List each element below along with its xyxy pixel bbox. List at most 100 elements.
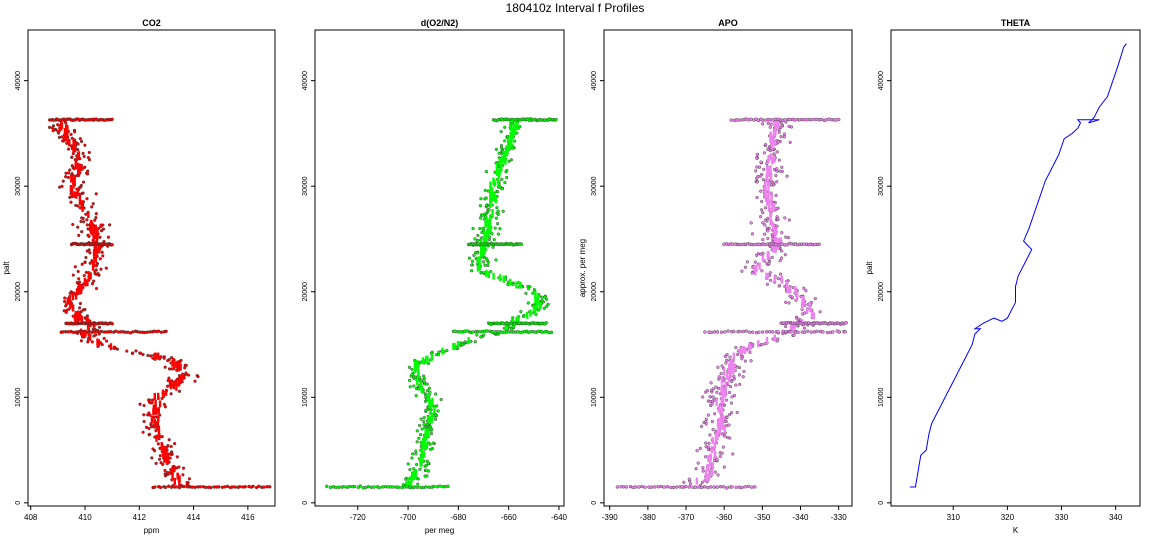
band-point — [739, 242, 743, 247]
x-tick-label: -360 — [716, 513, 733, 522]
band-point — [746, 118, 750, 122]
data-point — [515, 131, 519, 135]
data-point — [141, 352, 145, 357]
data-point-cluster — [780, 276, 783, 284]
data-point-cluster — [413, 366, 417, 374]
data-point — [759, 189, 763, 193]
data-point — [476, 238, 480, 243]
y-tick-label: 40000 — [15, 71, 22, 91]
data-point — [478, 227, 482, 231]
data-point-cluster — [150, 415, 154, 423]
data-point — [68, 291, 72, 295]
data-point-cluster — [513, 124, 517, 132]
data-point-cluster — [420, 386, 424, 394]
data-point — [496, 190, 500, 194]
band-point — [731, 242, 735, 246]
data-point — [99, 229, 104, 233]
band-point — [674, 485, 679, 489]
data-point — [158, 457, 162, 461]
data-point-cluster — [96, 233, 99, 240]
data-point — [427, 386, 431, 390]
data-point — [776, 140, 780, 144]
data-point — [166, 359, 170, 363]
data-point-cluster — [70, 175, 73, 183]
data-point — [719, 372, 723, 376]
x-tick-label: -370 — [678, 513, 695, 522]
data-point — [422, 423, 426, 427]
data-point — [83, 165, 87, 169]
data-point — [98, 257, 102, 261]
data-point — [175, 466, 179, 470]
y-tick-label: 30000 — [302, 176, 309, 196]
band-point — [761, 118, 765, 122]
data-point-cluster — [94, 232, 97, 240]
data-point — [783, 216, 787, 220]
y-tick-label: 30000 — [591, 176, 598, 196]
data-point-cluster — [512, 124, 515, 132]
data-point — [483, 263, 487, 267]
data-point-cluster — [718, 417, 721, 425]
data-point — [484, 170, 488, 174]
data-point-cluster — [489, 197, 492, 205]
data-point — [422, 416, 426, 420]
data-point-cluster — [162, 450, 165, 457]
data-point — [99, 224, 103, 229]
data-point — [68, 168, 72, 172]
data-point — [505, 168, 509, 173]
data-point-cluster — [509, 131, 512, 139]
data-point — [434, 413, 438, 417]
data-point — [785, 174, 789, 178]
data-point — [766, 147, 770, 151]
data-point — [720, 364, 724, 368]
band-point — [703, 330, 707, 334]
data-point — [415, 463, 419, 467]
data-point-cluster — [155, 434, 158, 442]
y-tick-label: 0 — [302, 501, 309, 505]
data-point-cluster — [498, 158, 502, 166]
data-point — [70, 155, 74, 159]
data-point — [81, 191, 85, 195]
data-point — [411, 452, 415, 456]
data-point-cluster — [177, 364, 181, 372]
plot-frame — [890, 29, 1141, 507]
data-point — [426, 405, 430, 410]
data-point-cluster — [732, 352, 735, 360]
band-point — [225, 484, 230, 489]
data-point — [707, 441, 711, 445]
data-point — [485, 203, 489, 207]
data-point — [71, 222, 75, 227]
band-point — [781, 329, 785, 334]
data-point — [94, 272, 98, 276]
data-point-cluster — [427, 415, 430, 423]
data-point — [775, 180, 779, 184]
data-point — [755, 165, 759, 169]
x-axis-label: ppm — [144, 526, 160, 535]
data-point — [742, 369, 746, 374]
data-point-cluster — [419, 459, 423, 467]
data-point — [722, 377, 726, 381]
data-point — [69, 132, 73, 136]
data-point-cluster — [716, 420, 720, 428]
data-point — [709, 388, 714, 392]
band-point — [544, 321, 548, 325]
data-point-cluster — [496, 177, 500, 185]
data-point — [496, 209, 500, 213]
band-point — [342, 485, 346, 489]
data-point — [125, 349, 129, 353]
band-point — [802, 242, 806, 246]
data-point-cluster — [480, 249, 484, 257]
data-point-cluster — [740, 347, 744, 355]
data-point-cluster — [711, 462, 714, 470]
data-point — [544, 297, 549, 301]
y-axis-label: palt — [2, 261, 11, 275]
data-point — [412, 384, 416, 388]
data-point-cluster — [95, 247, 98, 255]
data-point-cluster — [154, 404, 157, 412]
band-point — [443, 484, 447, 489]
data-point — [709, 381, 713, 385]
data-point-cluster — [481, 245, 484, 253]
band-point — [223, 485, 227, 489]
data-point — [778, 272, 783, 276]
data-point — [476, 233, 480, 238]
